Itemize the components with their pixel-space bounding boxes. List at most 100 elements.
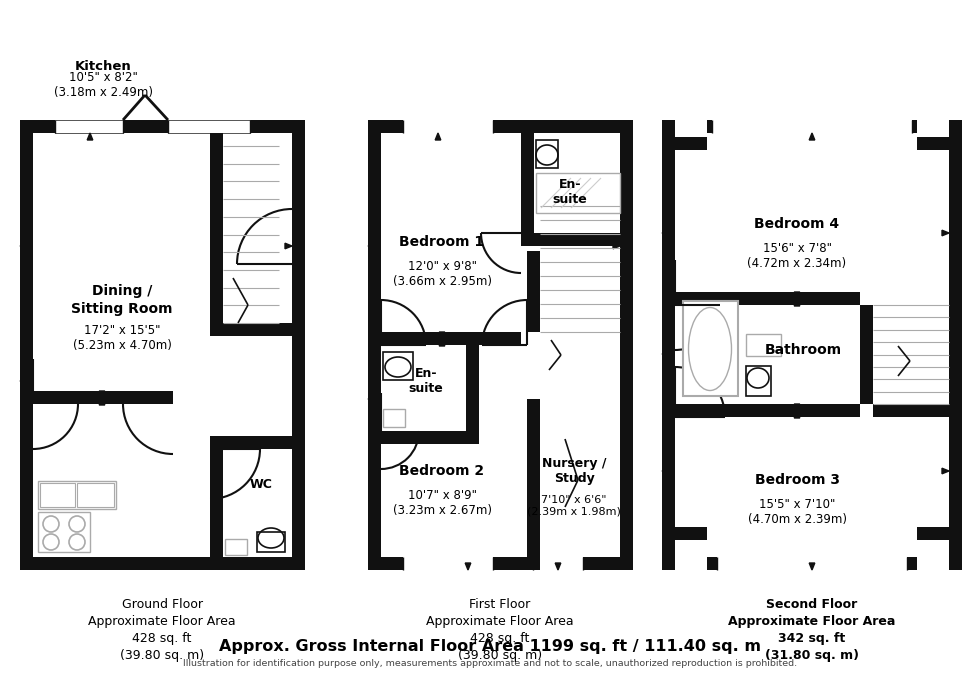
- Ellipse shape: [689, 307, 731, 390]
- Polygon shape: [794, 404, 800, 411]
- Polygon shape: [20, 243, 27, 249]
- Bar: [292, 120, 305, 570]
- Bar: [383, 352, 413, 380]
- Text: Bathroom: Bathroom: [764, 343, 842, 357]
- Bar: [466, 345, 479, 444]
- Text: 10'7" x 8'9"
(3.23m x 2.67m): 10'7" x 8'9" (3.23m x 2.67m): [393, 489, 492, 517]
- Text: Nursery /
Study: Nursery / Study: [542, 457, 607, 485]
- Bar: [675, 404, 860, 417]
- Text: Bedroom 3: Bedroom 3: [755, 473, 840, 487]
- Polygon shape: [20, 379, 27, 384]
- Text: 12'0" x 9'8"
(3.66m x 2.95m): 12'0" x 9'8" (3.66m x 2.95m): [393, 260, 492, 288]
- Bar: [675, 292, 860, 305]
- Bar: [368, 332, 521, 345]
- Polygon shape: [662, 468, 669, 474]
- Bar: [403, 557, 493, 570]
- Bar: [210, 323, 292, 336]
- Bar: [707, 557, 917, 570]
- Text: 15'6" x 7'8"
(4.72m x 2.34m): 15'6" x 7'8" (4.72m x 2.34m): [748, 242, 847, 270]
- Bar: [77, 483, 114, 507]
- Bar: [712, 120, 912, 133]
- Bar: [403, 120, 493, 133]
- Polygon shape: [662, 230, 669, 236]
- Bar: [662, 150, 675, 527]
- Bar: [662, 137, 707, 150]
- Polygon shape: [466, 563, 470, 570]
- Polygon shape: [99, 391, 105, 398]
- Bar: [20, 557, 305, 570]
- Bar: [917, 137, 962, 150]
- Bar: [20, 120, 33, 570]
- Bar: [368, 120, 633, 133]
- Bar: [746, 334, 781, 356]
- Text: 7'10" x 6'6"
(2.39m x 1.98m): 7'10" x 6'6" (2.39m x 1.98m): [527, 495, 621, 517]
- Bar: [683, 301, 738, 396]
- Text: En-
suite: En- suite: [553, 178, 587, 206]
- Bar: [746, 366, 771, 396]
- Polygon shape: [794, 292, 800, 299]
- Polygon shape: [99, 398, 105, 405]
- Text: Bedroom 4: Bedroom 4: [755, 217, 840, 231]
- Bar: [368, 120, 381, 570]
- Bar: [368, 557, 633, 570]
- Bar: [662, 527, 675, 570]
- Bar: [521, 133, 534, 246]
- Bar: [55, 120, 123, 133]
- Bar: [20, 391, 173, 404]
- Bar: [20, 120, 305, 133]
- Text: Approx. Gross Internal Floor Area 1199 sq. ft / 111.40 sq. m: Approx. Gross Internal Floor Area 1199 s…: [219, 639, 761, 653]
- Circle shape: [43, 516, 59, 532]
- Circle shape: [69, 534, 85, 550]
- Polygon shape: [942, 468, 949, 474]
- Text: 15'5" x 7'10"
(4.70m x 2.39m): 15'5" x 7'10" (4.70m x 2.39m): [748, 498, 847, 526]
- Bar: [527, 251, 540, 332]
- Text: Bedroom 1: Bedroom 1: [400, 235, 484, 249]
- Bar: [536, 173, 620, 213]
- Bar: [210, 133, 223, 336]
- Polygon shape: [285, 243, 292, 249]
- Text: Illustration for identification purpose only, measurements approximate and not t: Illustration for identification purpose …: [183, 659, 797, 668]
- Bar: [257, 532, 285, 552]
- Bar: [873, 404, 949, 417]
- Polygon shape: [368, 397, 375, 402]
- Text: First Floor
Approximate Floor Area
428 sq. ft
(39.80 sq. m): First Floor Approximate Floor Area 428 s…: [426, 598, 574, 662]
- Bar: [33, 120, 63, 133]
- Text: En-
suite: En- suite: [409, 367, 443, 395]
- Text: Kitchen: Kitchen: [74, 60, 131, 73]
- Bar: [20, 120, 305, 133]
- Bar: [210, 436, 292, 449]
- Text: Dining /
Sitting Room: Dining / Sitting Room: [72, 284, 172, 316]
- Bar: [707, 120, 917, 133]
- Bar: [533, 557, 583, 570]
- Bar: [620, 120, 633, 570]
- Bar: [860, 305, 873, 404]
- Bar: [949, 150, 962, 527]
- Polygon shape: [368, 243, 375, 249]
- Bar: [662, 120, 675, 150]
- Polygon shape: [87, 133, 93, 140]
- Text: 10'5" x 8'2"
(3.18m x 2.49m): 10'5" x 8'2" (3.18m x 2.49m): [54, 71, 153, 99]
- Bar: [38, 512, 90, 552]
- Bar: [210, 449, 223, 557]
- Polygon shape: [794, 299, 800, 306]
- Polygon shape: [809, 133, 814, 140]
- Bar: [55, 120, 123, 133]
- Bar: [917, 527, 962, 540]
- Bar: [225, 539, 247, 555]
- Bar: [662, 527, 707, 540]
- Bar: [521, 233, 620, 246]
- Text: 17'2" x 15'5"
(5.23m x 4.70m): 17'2" x 15'5" (5.23m x 4.70m): [73, 324, 172, 352]
- Bar: [717, 557, 907, 570]
- Bar: [949, 540, 962, 570]
- Bar: [536, 140, 558, 168]
- Polygon shape: [809, 563, 814, 570]
- Bar: [381, 431, 479, 444]
- Bar: [168, 120, 250, 133]
- Bar: [168, 120, 250, 133]
- Polygon shape: [556, 563, 561, 570]
- Circle shape: [69, 516, 85, 532]
- Polygon shape: [794, 411, 800, 418]
- Bar: [949, 120, 962, 150]
- Bar: [68, 120, 148, 133]
- Bar: [527, 399, 540, 570]
